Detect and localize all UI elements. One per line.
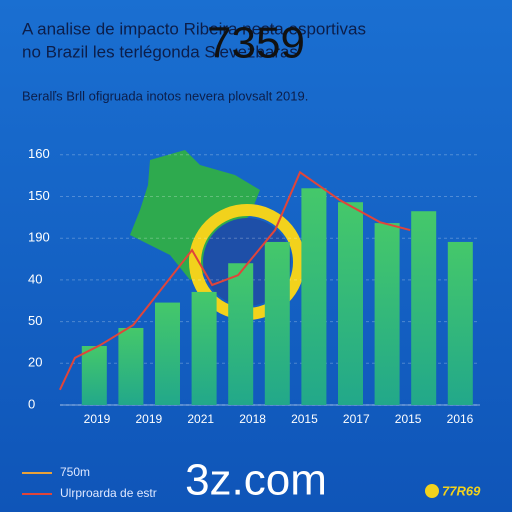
x-axis-label: 2019 [84,412,111,426]
bar [155,302,180,405]
bar [264,241,290,405]
title-line: A analise de impacto Ribeira nesta espor… [22,19,366,38]
legend-label: 750m [60,465,90,479]
legend-label: Ulrproarda de estr [60,486,157,500]
logo: 77R69 [442,483,481,498]
x-axis-label: 2015 [395,412,422,426]
line [58,170,411,391]
y-axis-label: 150 [28,188,50,203]
bar [81,346,107,405]
bar [374,223,400,405]
bar [228,263,254,405]
title-line: no Brazil les terlégonda Sievezbaras [22,42,298,61]
y-axis-label: 190 [28,230,50,245]
x-axis-label: 2019 [136,412,163,426]
x-axis-label: 2016 [447,412,474,426]
plot: 0 20 50 40 190 150 160 2019 2019 2021 2018 2015 2017… [28,146,480,426]
bar [411,211,437,405]
x-axis-label: 2015 [291,412,318,426]
bar [118,327,144,405]
x-axis-label: 2018 [239,412,266,426]
overlay-text: 7359 [207,19,305,68]
y-axis-label: 160 [28,146,50,161]
map-shape [130,150,260,280]
y-axis-label: 40 [28,271,42,286]
bar [338,202,363,405]
logo-icon [425,484,439,498]
y-axis-label: 0 [28,396,35,411]
bar [191,291,217,405]
watermark: 3z.com [185,456,327,505]
subtitle: Beralľs Brll ofigruada inotos nevera plo… [22,88,308,103]
bar [301,188,327,405]
y-axis-label: 50 [28,313,42,328]
y-axis-label: 20 [28,355,42,370]
x-axis-label: 2021 [187,412,214,426]
x-axis-label: 2017 [343,412,370,426]
bar [447,241,473,405]
